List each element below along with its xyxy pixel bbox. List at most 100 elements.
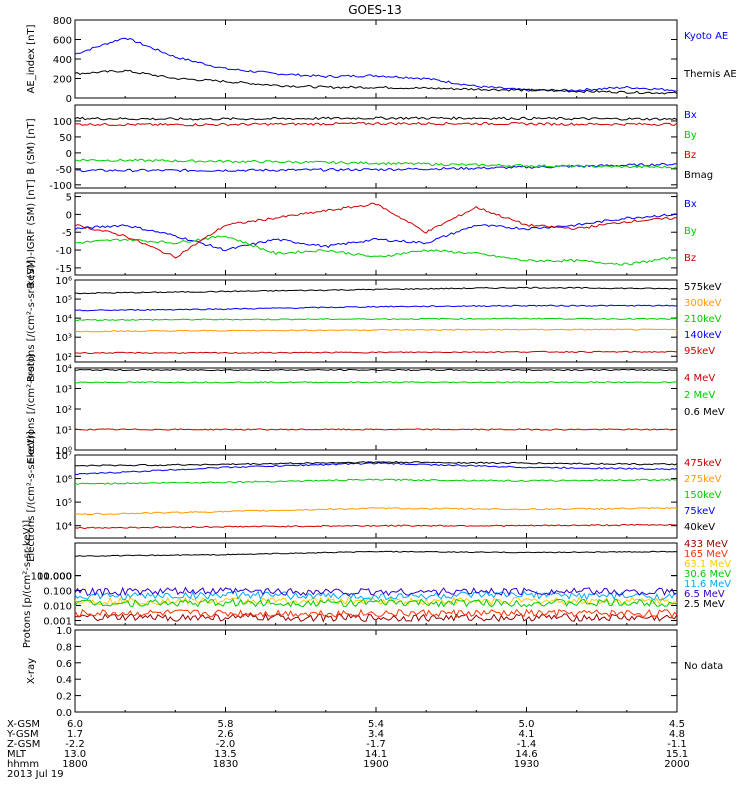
legend-entry: 30.6 MeV bbox=[684, 569, 731, 580]
y-axis-label: Protons [p/(cm²-s-sr-keV)] bbox=[22, 520, 33, 648]
y-axis-label: X-ray bbox=[26, 658, 37, 684]
legend-entry: Kyoto AE bbox=[684, 31, 728, 42]
panel-frame bbox=[74, 367, 678, 451]
y-tick-label: 1.000 bbox=[43, 572, 72, 583]
y-tick-label: 0.0 bbox=[56, 708, 72, 719]
series-line bbox=[74, 317, 677, 322]
y-tick-label: 0.2 bbox=[56, 692, 72, 703]
series-line bbox=[75, 381, 678, 384]
y-tick-label: 0.010 bbox=[43, 602, 72, 613]
series-line bbox=[74, 162, 678, 173]
legend-entry: Themis AE bbox=[683, 69, 737, 80]
footer-value: 1.7 bbox=[67, 729, 83, 740]
legend-entry: 300keV bbox=[684, 298, 722, 309]
footer-date: 2013 Jul 19 bbox=[7, 769, 64, 780]
series-line bbox=[74, 598, 678, 608]
y-tick-label: 400 bbox=[53, 55, 72, 66]
y-tick-label: 0 bbox=[66, 210, 72, 221]
y-tick-label: 0.001 bbox=[43, 616, 72, 627]
series-line bbox=[74, 121, 678, 127]
y-axis-label: B (SM)-IGRF (SM) [nT] bbox=[26, 179, 37, 288]
y-tick-label: 0.6 bbox=[56, 659, 72, 670]
y-tick-label: -10 bbox=[56, 246, 72, 257]
footer-value: 5.8 bbox=[218, 719, 234, 730]
footer-value: 1930 bbox=[514, 759, 539, 770]
footer-group: X-GSM 6.0 5.8 5.4 5.0 4.5 Y-GSM 1.7 2.6 3.4 4.1 4.8… bbox=[6, 719, 690, 780]
legend-entry: 75keV bbox=[684, 506, 715, 517]
y-tick-label: 10⁶ bbox=[55, 475, 72, 486]
y-axis-label: B (SM) [nT] bbox=[26, 118, 37, 174]
series-line bbox=[74, 350, 678, 355]
footer-value: 4.5 bbox=[669, 719, 685, 730]
series-line bbox=[74, 586, 678, 597]
y-tick-label: 0 bbox=[66, 94, 72, 105]
panel-3: -15 -10 -5 0 5 B (SM)-IGRF (SM) [nT] Bx By Bz bbox=[26, 179, 697, 288]
y-axis-label: Protons [/(cm²-s-sr-keV)] bbox=[26, 260, 37, 382]
series-line bbox=[74, 596, 678, 606]
y-tick-label: 10³ bbox=[55, 385, 72, 396]
series-line bbox=[74, 158, 678, 169]
footer-value: 3.4 bbox=[368, 729, 384, 740]
series-line bbox=[74, 478, 678, 485]
legend-entry: 475keV bbox=[684, 458, 722, 469]
legend-entry: 140keV bbox=[684, 330, 722, 341]
y-tick-label: 10¹ bbox=[55, 426, 72, 437]
panel-7: 0.001 0.010 0.100 1.00010.000100.000Protons… bbox=[22, 520, 731, 648]
panel-frame bbox=[74, 19, 678, 99]
plot-title: GOES-13 bbox=[348, 3, 402, 17]
y-tick-label: 10² bbox=[55, 405, 72, 416]
legend-entry: 95keV bbox=[684, 346, 715, 357]
legend-entry: 150keV bbox=[684, 490, 722, 501]
footer-row-label: hhmm bbox=[7, 759, 39, 770]
panel-4: 10² 10³ 10⁴ 10⁵ 10⁶ Protons [/(cm²-s-sr-keV)]… bbox=[26, 260, 722, 382]
panel-frame bbox=[74, 629, 678, 713]
footer-value: -1.7 bbox=[366, 739, 386, 750]
y-tick-label: 10⁴ bbox=[55, 364, 72, 375]
footer-value: -2.2 bbox=[65, 739, 85, 750]
legend-entry: 433 MeV bbox=[684, 539, 728, 550]
footer-value: 13.0 bbox=[64, 749, 86, 760]
series-line bbox=[74, 116, 678, 121]
y-tick-label: 0.8 bbox=[56, 642, 72, 653]
y-tick-label: 10² bbox=[55, 352, 72, 363]
y-axis-label: Electrons [/(cm²-s-sr)] bbox=[26, 354, 37, 463]
legend-entry: Bz bbox=[684, 253, 696, 264]
legend-entry: 2 MeV bbox=[684, 390, 715, 401]
panel-8: 0.0 0.2 0.4 0.6 0.8 1.0 X-ray No data bbox=[26, 626, 723, 719]
series-line bbox=[74, 37, 677, 92]
footer-row-label: Z-GSM bbox=[7, 739, 40, 750]
panel-2: -100 -50 0 50 100 B (SM) [nT] Bx By Bz Bmag bbox=[26, 104, 713, 192]
series-line bbox=[74, 462, 678, 476]
y-tick-label: 10⁰ bbox=[55, 446, 72, 457]
series-line bbox=[74, 590, 678, 601]
series-line bbox=[74, 608, 678, 619]
footer-value: 6.0 bbox=[67, 719, 83, 730]
series-line bbox=[74, 612, 678, 623]
y-tick-label: 50 bbox=[59, 133, 72, 144]
y-tick-label: 10⁴ bbox=[55, 314, 72, 325]
y-tick-label: 10³ bbox=[55, 333, 72, 344]
legend-entry: 11.6 MeV bbox=[684, 579, 731, 590]
legend-entry: Bx bbox=[684, 110, 697, 121]
series-line bbox=[74, 235, 678, 266]
footer-value: -1.1 bbox=[667, 739, 687, 750]
series-line bbox=[74, 523, 678, 530]
footer-row-label: MLT bbox=[7, 749, 27, 760]
footer-value: 2.6 bbox=[218, 729, 234, 740]
series-line bbox=[75, 550, 678, 557]
footer-value: 1800 bbox=[62, 759, 87, 770]
legend-entry: 2.5 MeV bbox=[684, 599, 725, 610]
y-tick-label: 10⁶ bbox=[55, 276, 72, 287]
y-tick-label: 200 bbox=[53, 75, 72, 86]
legend-entry: 0.6 MeV bbox=[684, 407, 725, 418]
footer-value: -1.4 bbox=[517, 739, 537, 750]
y-tick-label: -5 bbox=[62, 228, 72, 239]
legend-entry: 4 MeV bbox=[684, 373, 715, 384]
y-tick-label: 10⁵ bbox=[55, 295, 72, 306]
series-line bbox=[74, 213, 678, 252]
y-tick-label: 800 bbox=[53, 16, 72, 27]
legend-entry: 165 MeV bbox=[684, 549, 728, 560]
series-line bbox=[75, 460, 678, 467]
footer-value: -2.0 bbox=[216, 739, 236, 750]
